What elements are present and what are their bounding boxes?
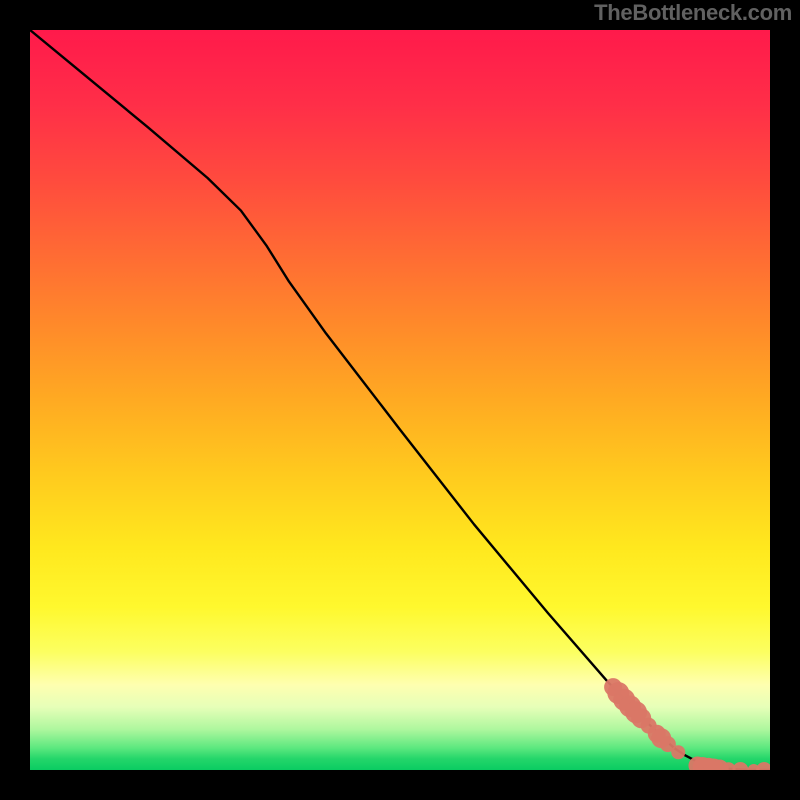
plot-svg	[30, 30, 770, 770]
data-marker	[671, 745, 685, 759]
chart-container: TheBottleneck.com	[0, 0, 800, 800]
watermark-text: TheBottleneck.com	[594, 0, 792, 26]
plot-background	[30, 30, 770, 770]
